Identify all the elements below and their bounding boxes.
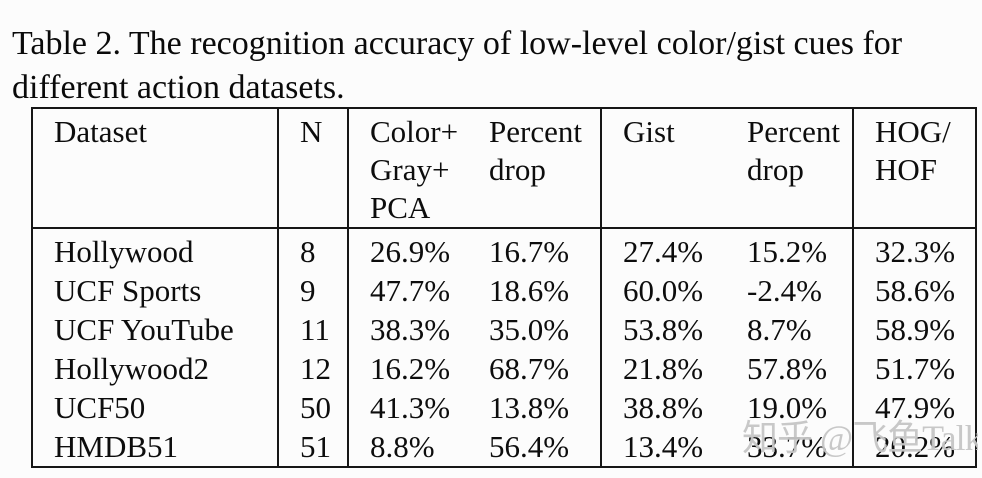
table-row: UCF YouTube 11 38.3% 35.0% 53.8% 8.7% 58… — [32, 310, 976, 349]
cell-percent-drop-1: 18.6% — [468, 271, 602, 310]
cell-n: 12 — [278, 349, 349, 388]
cell-percent-drop-2: -2.4% — [726, 271, 854, 310]
cell-gist: 60.0% — [623, 273, 704, 308]
cell-hog-hof: 20.2% — [875, 429, 956, 464]
cell-color-gray-pca: 16.2% — [370, 351, 451, 386]
table-row: Hollywood2 12 16.2% 68.7% 21.8% 57.8% 51… — [32, 349, 976, 388]
cell-percent-drop-2: 33.7% — [726, 427, 854, 467]
cell-gist: 27.4% — [623, 234, 704, 269]
table-row: UCF Sports 9 47.7% 18.6% 60.0% -2.4% 58.… — [32, 271, 976, 310]
table-caption-line1: Table 2. The recognition accuracy of low… — [12, 25, 903, 62]
col-header-n: N — [278, 108, 349, 229]
col-header-percent-drop-1: Percent drop — [468, 108, 602, 229]
cell-percent-drop-2: 15.2% — [726, 228, 854, 271]
cell-dataset: UCF50 — [32, 388, 279, 427]
table-caption-line2: different action datasets. — [12, 69, 345, 106]
table-row: Hollywood 8 26.9% 16.7% 27.4% 15.2% 32.3… — [32, 228, 976, 271]
col-header-gist: Gist — [601, 108, 726, 229]
col-header-hog-hof: HOG/ HOF — [853, 108, 976, 229]
cell-percent-drop-2: 19.0% — [726, 388, 854, 427]
cell-percent-drop-1: 68.7% — [468, 349, 602, 388]
cell-n: 51 — [278, 427, 349, 467]
cell-percent-drop-2: 8.7% — [726, 310, 854, 349]
cell-dataset: UCF Sports — [32, 271, 279, 310]
cell-color-gray-pca: 26.9% — [370, 234, 451, 269]
cell-dataset: HMDB51 — [32, 427, 279, 467]
cell-gist: 13.4% — [623, 429, 704, 464]
cell-percent-drop-1: 13.8% — [468, 388, 602, 427]
table-row: HMDB51 51 8.8% 56.4% 13.4% 33.7% 20.2% — [32, 427, 976, 467]
cell-n: 50 — [278, 388, 349, 427]
cell-n: 11 — [278, 310, 349, 349]
cell-dataset: UCF YouTube — [32, 310, 279, 349]
col-header-percent-drop-2: Percent drop — [726, 108, 854, 229]
cell-gist: 53.8% — [623, 312, 704, 347]
table-caption: Table 2. The recognition accuracy of low… — [12, 22, 982, 110]
paper-table: Dataset N Color+ Gray+ PCA Percent drop … — [31, 107, 977, 468]
col-header-dataset: Dataset — [32, 108, 279, 229]
cell-percent-drop-2: 57.8% — [726, 349, 854, 388]
cell-color-gray-pca: 38.3% — [370, 312, 451, 347]
col-header-color-gray-pca: Color+ Gray+ PCA — [348, 108, 468, 229]
cell-hog-hof: 58.6% — [875, 273, 956, 308]
cell-color-gray-pca: 47.7% — [370, 273, 451, 308]
cell-percent-drop-1: 56.4% — [468, 427, 602, 467]
cell-gist: 38.8% — [623, 390, 704, 425]
table-row: UCF50 50 41.3% 13.8% 38.8% 19.0% 47.9% — [32, 388, 976, 427]
cell-dataset: Hollywood2 — [32, 349, 279, 388]
cell-hog-hof: 47.9% — [875, 390, 956, 425]
cell-hog-hof: 51.7% — [875, 351, 956, 386]
cell-hog-hof: 32.3% — [875, 234, 956, 269]
cell-n: 8 — [278, 228, 349, 271]
cell-color-gray-pca: 8.8% — [370, 429, 435, 464]
cell-color-gray-pca: 41.3% — [370, 390, 451, 425]
cell-percent-drop-1: 16.7% — [468, 228, 602, 271]
cell-n: 9 — [278, 271, 349, 310]
table-header-row: Dataset N Color+ Gray+ PCA Percent drop … — [32, 108, 976, 229]
cell-gist: 21.8% — [623, 351, 704, 386]
cell-dataset: Hollywood — [32, 228, 279, 271]
cell-hog-hof: 58.9% — [875, 312, 956, 347]
cell-percent-drop-1: 35.0% — [468, 310, 602, 349]
